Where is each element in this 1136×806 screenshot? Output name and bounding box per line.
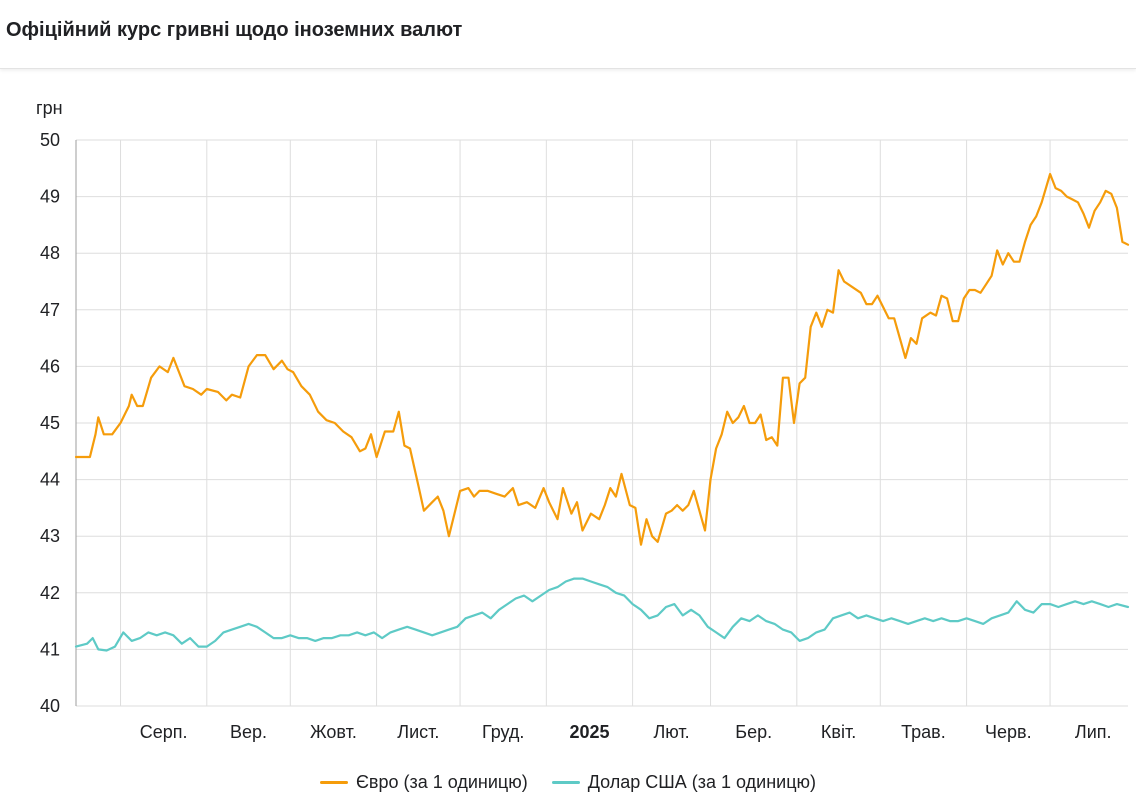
x-tick-label: Груд. [482, 722, 524, 742]
x-tick-label: Бер. [735, 722, 772, 742]
x-tick-label: Квіт. [821, 722, 856, 742]
series-line-usd[interactable] [74, 577, 1130, 652]
x-tick-label: Серп. [140, 722, 188, 742]
x-tick-label: Трав. [901, 722, 946, 742]
x-tick-label: Вер. [230, 722, 267, 742]
y-tick-label: 42 [40, 583, 60, 603]
legend-item-euro[interactable]: Євро (за 1 одиницю) [319, 771, 528, 793]
page-title: Офіційний курс гривні щодо іноземних вал… [6, 19, 463, 41]
legend-swatch-euro [319, 780, 348, 784]
exchange-rate-chart: 40 41 42 43 44 45 46 47 48 49 50 Серп. Вер. Жовт. Лист… [36, 98, 1130, 742]
x-tick-label: Лист. [397, 722, 439, 742]
y-tick-label: 48 [40, 243, 60, 263]
x-tick-label: Лют. [653, 722, 689, 742]
legend-swatch-usd [551, 780, 580, 784]
y-tick-label: 49 [40, 187, 60, 207]
y-tick-label: 46 [40, 356, 60, 376]
page-header: Офіційний курс гривні щодо іноземних вал… [0, 0, 1136, 69]
y-tick-label: 50 [40, 130, 60, 150]
y-tick-label: 41 [40, 639, 60, 659]
x-tick-label: Черв. [985, 722, 1032, 742]
chart-legend: Євро (за 1 одиницю) Долар США (за 1 один… [0, 768, 1136, 796]
series-line-euro[interactable] [74, 172, 1130, 546]
y-tick-label: 40 [40, 696, 60, 716]
legend-label-euro: Євро (за 1 одиницю) [355, 771, 528, 792]
x-tick-label: Лип. [1075, 722, 1112, 742]
legend-item-usd[interactable]: Долар США (за 1 одиницю) [551, 771, 817, 793]
grid [76, 139, 1128, 707]
y-tick-label: 45 [40, 413, 60, 433]
x-tick-label: Жовт. [310, 722, 357, 742]
y-axis-unit-label: грн [36, 98, 63, 118]
y-tick-label: 47 [40, 300, 60, 320]
y-tick-label: 43 [40, 526, 60, 546]
x-tick-label: 2025 [569, 722, 609, 742]
legend-label-usd: Долар США (за 1 одиницю) [587, 771, 817, 792]
series-lines [74, 172, 1130, 652]
y-tick-label: 44 [40, 470, 60, 490]
axes: 40 41 42 43 44 45 46 47 48 49 50 Серп. Вер. Жовт. Лист… [36, 98, 1112, 742]
